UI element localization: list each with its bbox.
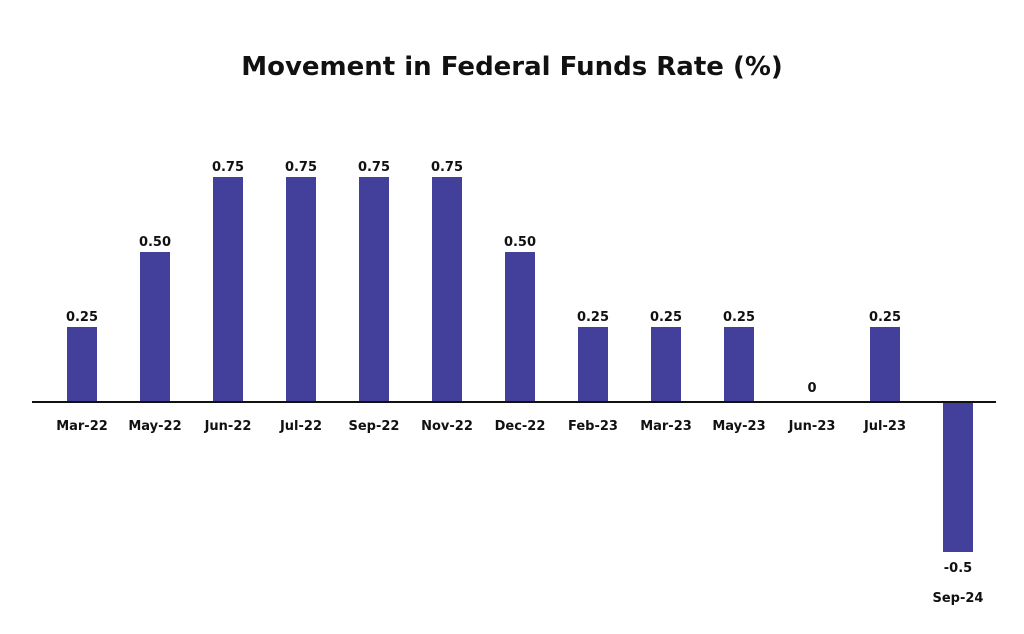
x-tick-label-jun-22: Jun-22 bbox=[204, 419, 252, 434]
x-tick-label-may-22: May-22 bbox=[128, 419, 181, 434]
data-label-may-22: 0.50 bbox=[139, 235, 171, 250]
bar-sep-24 bbox=[943, 402, 973, 552]
x-tick-label-sep-24: Sep-24 bbox=[933, 591, 984, 606]
x-tick-label-may-23: May-23 bbox=[712, 419, 765, 434]
bar-mar-22 bbox=[67, 327, 97, 402]
data-label-sep-22: 0.75 bbox=[358, 160, 390, 175]
x-tick-label-jun-23: Jun-23 bbox=[788, 419, 836, 434]
x-tick-label-jul-22: Jul-22 bbox=[279, 419, 322, 434]
bar-sep-22 bbox=[359, 177, 389, 402]
bar-jun-22 bbox=[213, 177, 243, 402]
x-tick-label-jul-23: Jul-23 bbox=[863, 419, 906, 434]
data-label-mar-22: 0.25 bbox=[66, 310, 98, 325]
data-label-jun-22: 0.75 bbox=[212, 160, 244, 175]
data-label-may-23: 0.25 bbox=[723, 310, 755, 325]
data-label-jun-23: 0 bbox=[807, 381, 816, 396]
bar-mar-23 bbox=[651, 327, 681, 402]
bar-may-22 bbox=[140, 252, 170, 402]
data-label-dec-22: 0.50 bbox=[504, 235, 536, 250]
x-tick-label-sep-22: Sep-22 bbox=[349, 419, 400, 434]
x-tick-label-feb-23: Feb-23 bbox=[568, 419, 618, 434]
bar-jul-22 bbox=[286, 177, 316, 402]
bar-nov-22 bbox=[432, 177, 462, 402]
bar-feb-23 bbox=[578, 327, 608, 402]
x-tick-label-nov-22: Nov-22 bbox=[421, 419, 473, 434]
x-tick-label-dec-22: Dec-22 bbox=[495, 419, 546, 434]
data-label-jul-23: 0.25 bbox=[869, 310, 901, 325]
data-label-sep-24: -0.5 bbox=[944, 561, 972, 576]
data-label-nov-22: 0.75 bbox=[431, 160, 463, 175]
bar-dec-22 bbox=[505, 252, 535, 402]
bar-jul-23 bbox=[870, 327, 900, 402]
x-tick-label-mar-22: Mar-22 bbox=[56, 419, 108, 434]
chart-title: Movement in Federal Funds Rate (%) bbox=[241, 52, 783, 82]
data-label-feb-23: 0.25 bbox=[577, 310, 609, 325]
bar-may-23 bbox=[724, 327, 754, 402]
data-label-jul-22: 0.75 bbox=[285, 160, 317, 175]
data-label-mar-23: 0.25 bbox=[650, 310, 682, 325]
x-tick-label-mar-23: Mar-23 bbox=[640, 419, 692, 434]
